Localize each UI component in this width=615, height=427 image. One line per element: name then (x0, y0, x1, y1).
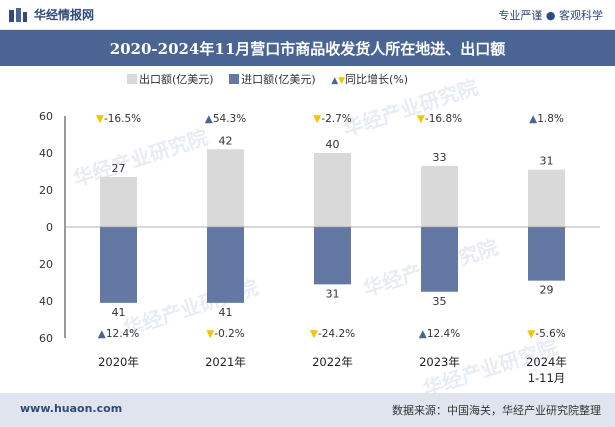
import-bar (528, 227, 565, 281)
title-bar: 2020-2024年11月营口市商品收发货人所在地进、出口额 (0, 30, 615, 66)
import-value-label: 41 (112, 306, 126, 319)
y-tick-label: 60 (39, 110, 53, 123)
footer: www.huaon.com 数据来源：中国海关，华经产业研究院整理 (0, 393, 615, 427)
legend-growth: ▲▼同比增长(%) (331, 71, 408, 87)
export-value-label: 31 (540, 155, 554, 168)
legend-import: 进口额(亿美元) (229, 71, 316, 87)
export-value-label: 33 (433, 151, 447, 164)
growth-value: 1.8% (537, 113, 564, 125)
import-bar (100, 227, 137, 303)
x-category-label: 1-11月 (528, 371, 566, 385)
import-bar (207, 227, 244, 303)
export-bar (207, 149, 244, 227)
huajing-logo-icon (9, 8, 27, 22)
down-triangle-icon: ▼ (206, 328, 215, 340)
export-value-label: 40 (326, 138, 340, 151)
export-value-label: 42 (219, 134, 233, 147)
import-value-label: 35 (433, 295, 447, 308)
growth-value: -24.2% (318, 328, 355, 340)
y-tick-label: 40 (39, 147, 53, 160)
chart-title: 2020-2024年11月营口市商品收发货人所在地进、出口额 (109, 40, 506, 58)
growth-value: -0.2% (214, 328, 244, 340)
import-value-label: 41 (219, 306, 233, 319)
export-growth-label: ▲54.3% (205, 113, 246, 125)
growth-value: -16.5% (104, 113, 141, 125)
growth-value: -2.7% (321, 113, 351, 125)
brand-name: 华经情报网 (34, 8, 95, 22)
down-triangle-icon: ▼ (417, 113, 426, 125)
legend-export-label: 出口额(亿美元) (139, 73, 214, 86)
down-triangle-icon: ▼ (338, 76, 346, 86)
growth-value: -16.8% (425, 113, 462, 125)
y-tick-label: 60 (39, 332, 53, 345)
x-category-label: 2022年 (312, 355, 353, 369)
export-bar (421, 165, 458, 227)
site-url[interactable]: www.huaon.com (20, 402, 123, 415)
legend-export-swatch (127, 74, 137, 84)
down-triangle-icon: ▼ (527, 328, 536, 340)
import-growth-label: ▼-24.2% (310, 328, 355, 340)
import-value-label: 31 (326, 287, 340, 300)
up-triangle-icon: ▲ (205, 113, 214, 125)
y-tick-label: 0 (46, 221, 53, 234)
x-category-label: 2023年 (419, 355, 460, 369)
export-bar (100, 177, 137, 227)
export-value-label: 27 (112, 162, 126, 175)
legend-growth-label: 同比增长(%) (345, 73, 409, 86)
import-bar (314, 227, 351, 285)
x-category-label: 2021年 (205, 355, 246, 369)
up-triangle-icon: ▲ (419, 328, 428, 340)
data-source: 数据来源：中国海关，华经产业研究院整理 (392, 404, 601, 417)
tagline: 专业严谨 ● 客观科学 (498, 9, 603, 22)
export-growth-label: ▼-16.5% (96, 113, 141, 125)
chart-area: 60402002040602741▼-16.5%▲12.4%2020年4241▲… (39, 110, 600, 385)
import-growth-label: ▲12.4% (98, 328, 139, 340)
y-tick-label: 40 (39, 295, 53, 308)
down-triangle-icon: ▼ (310, 328, 319, 340)
growth-value: 12.4% (106, 328, 139, 340)
y-tick-label: 20 (39, 184, 53, 197)
chart-legend: 出口额(亿美元) 进口额(亿美元) ▲▼同比增长(%) (127, 71, 420, 91)
legend-import-label: 进口额(亿美元) (241, 73, 316, 86)
up-triangle-icon: ▲ (529, 113, 538, 125)
import-growth-label: ▼-5.6% (527, 328, 566, 340)
export-bar (314, 153, 351, 227)
import-bar (421, 227, 458, 292)
up-triangle-icon: ▲ (331, 76, 339, 86)
down-triangle-icon: ▼ (96, 113, 105, 125)
legend-import-swatch (229, 74, 240, 84)
export-growth-label: ▼-16.8% (417, 113, 462, 125)
legend-export: 出口额(亿美元) (127, 71, 214, 87)
growth-value: 12.4% (427, 328, 460, 340)
x-category-label: 2024年 (526, 355, 567, 369)
growth-value: -5.6% (535, 328, 565, 340)
x-category-label: 2020年 (98, 355, 139, 369)
import-growth-label: ▼-0.2% (206, 328, 245, 340)
import-growth-label: ▲12.4% (419, 328, 460, 340)
export-growth-label: ▲1.8% (529, 113, 564, 125)
export-growth-label: ▼-2.7% (313, 113, 352, 125)
import-value-label: 29 (540, 284, 554, 297)
top-bar: 华经情报网 专业严谨 ● 客观科学 (0, 0, 615, 30)
y-tick-label: 20 (39, 258, 53, 271)
up-triangle-icon: ▲ (98, 328, 107, 340)
growth-value: 54.3% (213, 113, 246, 125)
down-triangle-icon: ▼ (313, 113, 322, 125)
export-bar (528, 169, 565, 227)
